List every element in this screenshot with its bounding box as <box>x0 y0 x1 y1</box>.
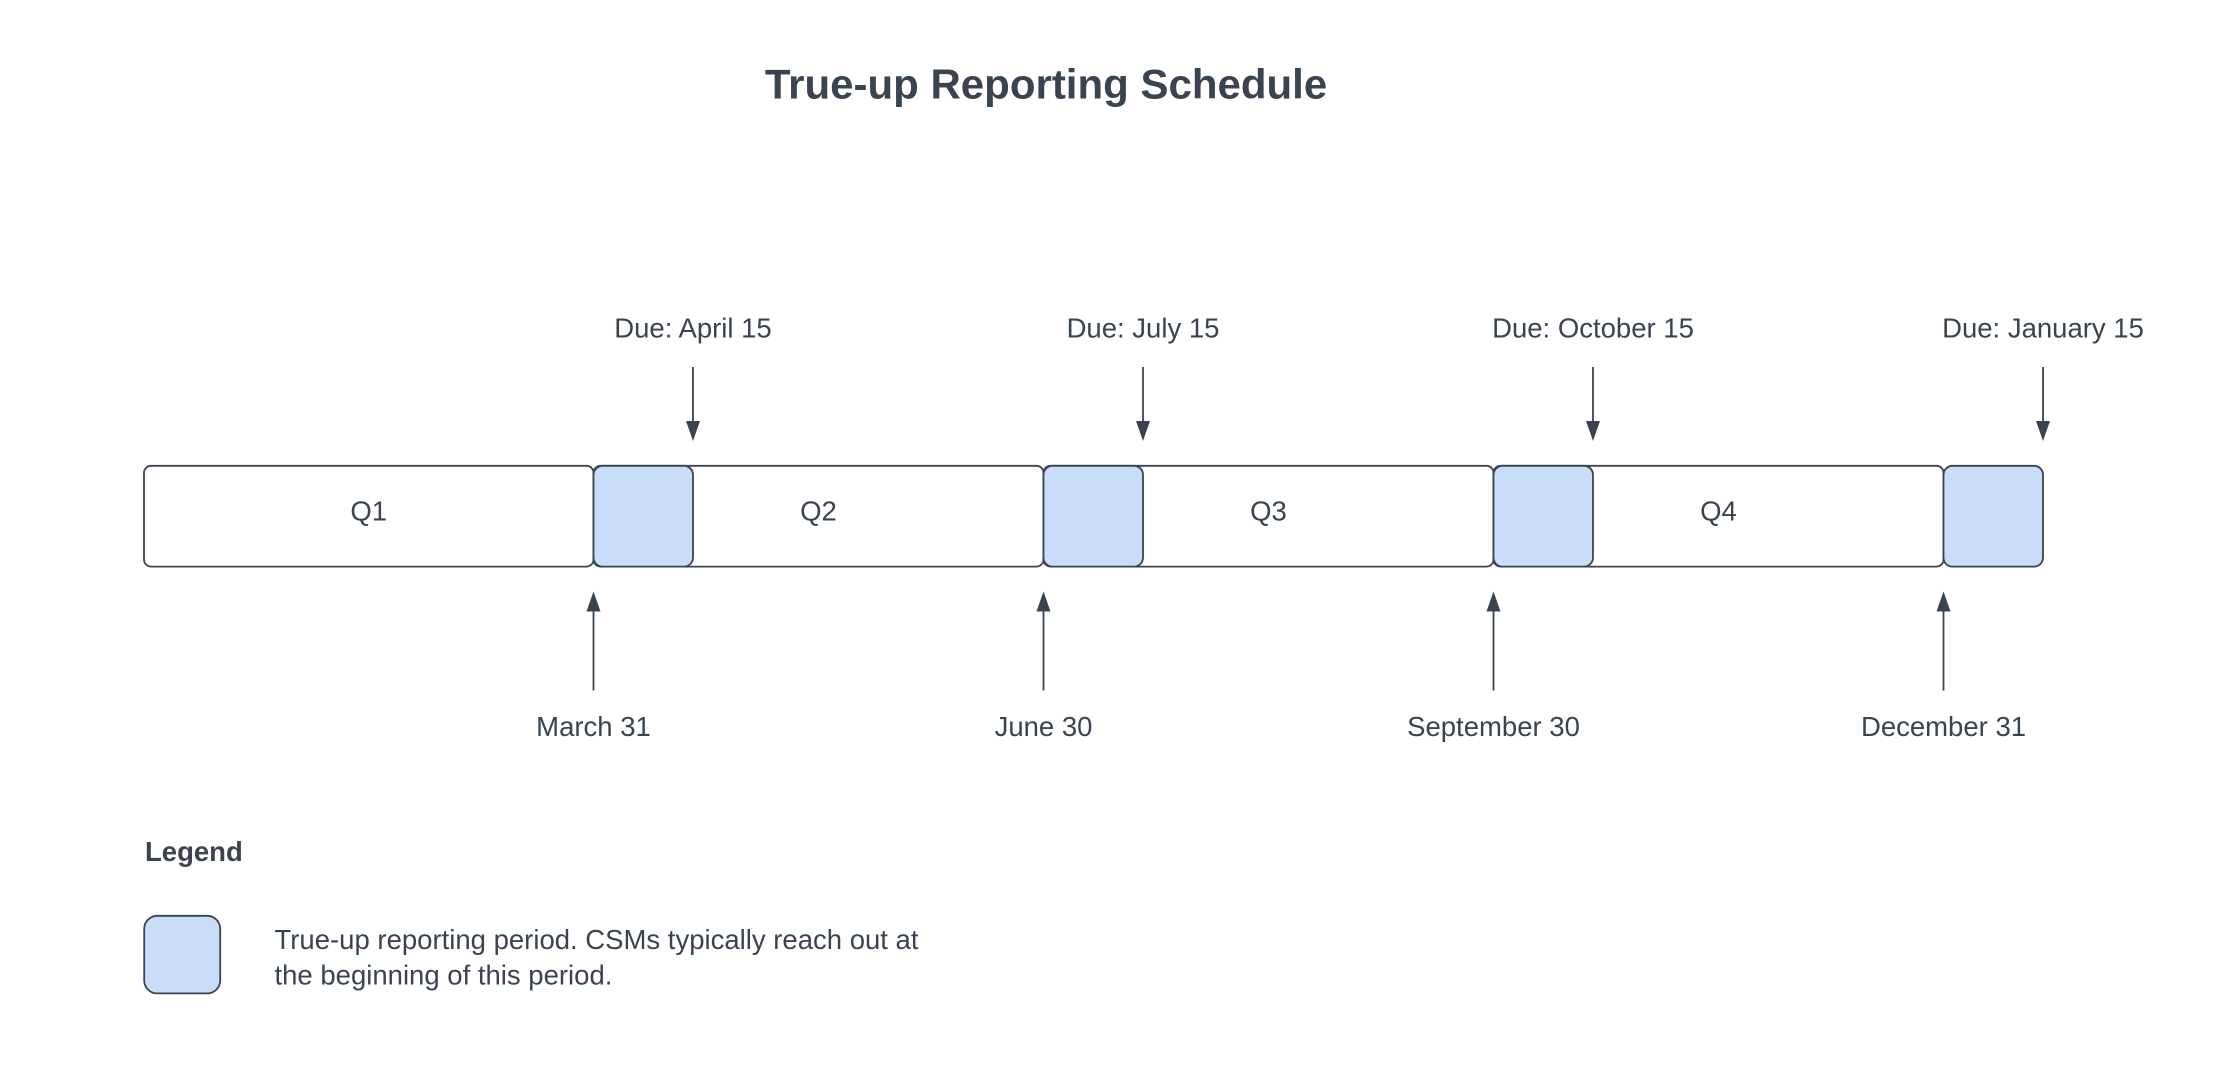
svg-text:September 30: September 30 <box>1407 711 1580 742</box>
svg-text:Q4: Q4 <box>1700 496 1737 527</box>
svg-text:the beginning of this period.: the beginning of this period. <box>275 960 613 991</box>
svg-text:Q3: Q3 <box>1250 496 1287 527</box>
svg-text:Due: October 15: Due: October 15 <box>1492 313 1694 344</box>
svg-text:Due: April 15: Due: April 15 <box>614 313 771 344</box>
svg-text:December 31: December 31 <box>1861 711 2026 742</box>
svg-text:March 31: March 31 <box>536 711 651 742</box>
svg-text:June 30: June 30 <box>995 711 1093 742</box>
svg-text:Q2: Q2 <box>800 496 837 527</box>
svg-text:Legend: Legend <box>145 836 243 867</box>
svg-text:Due: January 15: Due: January 15 <box>1942 313 2144 344</box>
svg-text:Q1: Q1 <box>350 496 387 527</box>
svg-text:True-up reporting period. CSMs: True-up reporting period. CSMs typically… <box>275 924 919 955</box>
svg-text:Due: July 15: Due: July 15 <box>1067 313 1220 344</box>
svg-text:True-up Reporting Schedule: True-up Reporting Schedule <box>765 61 1327 108</box>
